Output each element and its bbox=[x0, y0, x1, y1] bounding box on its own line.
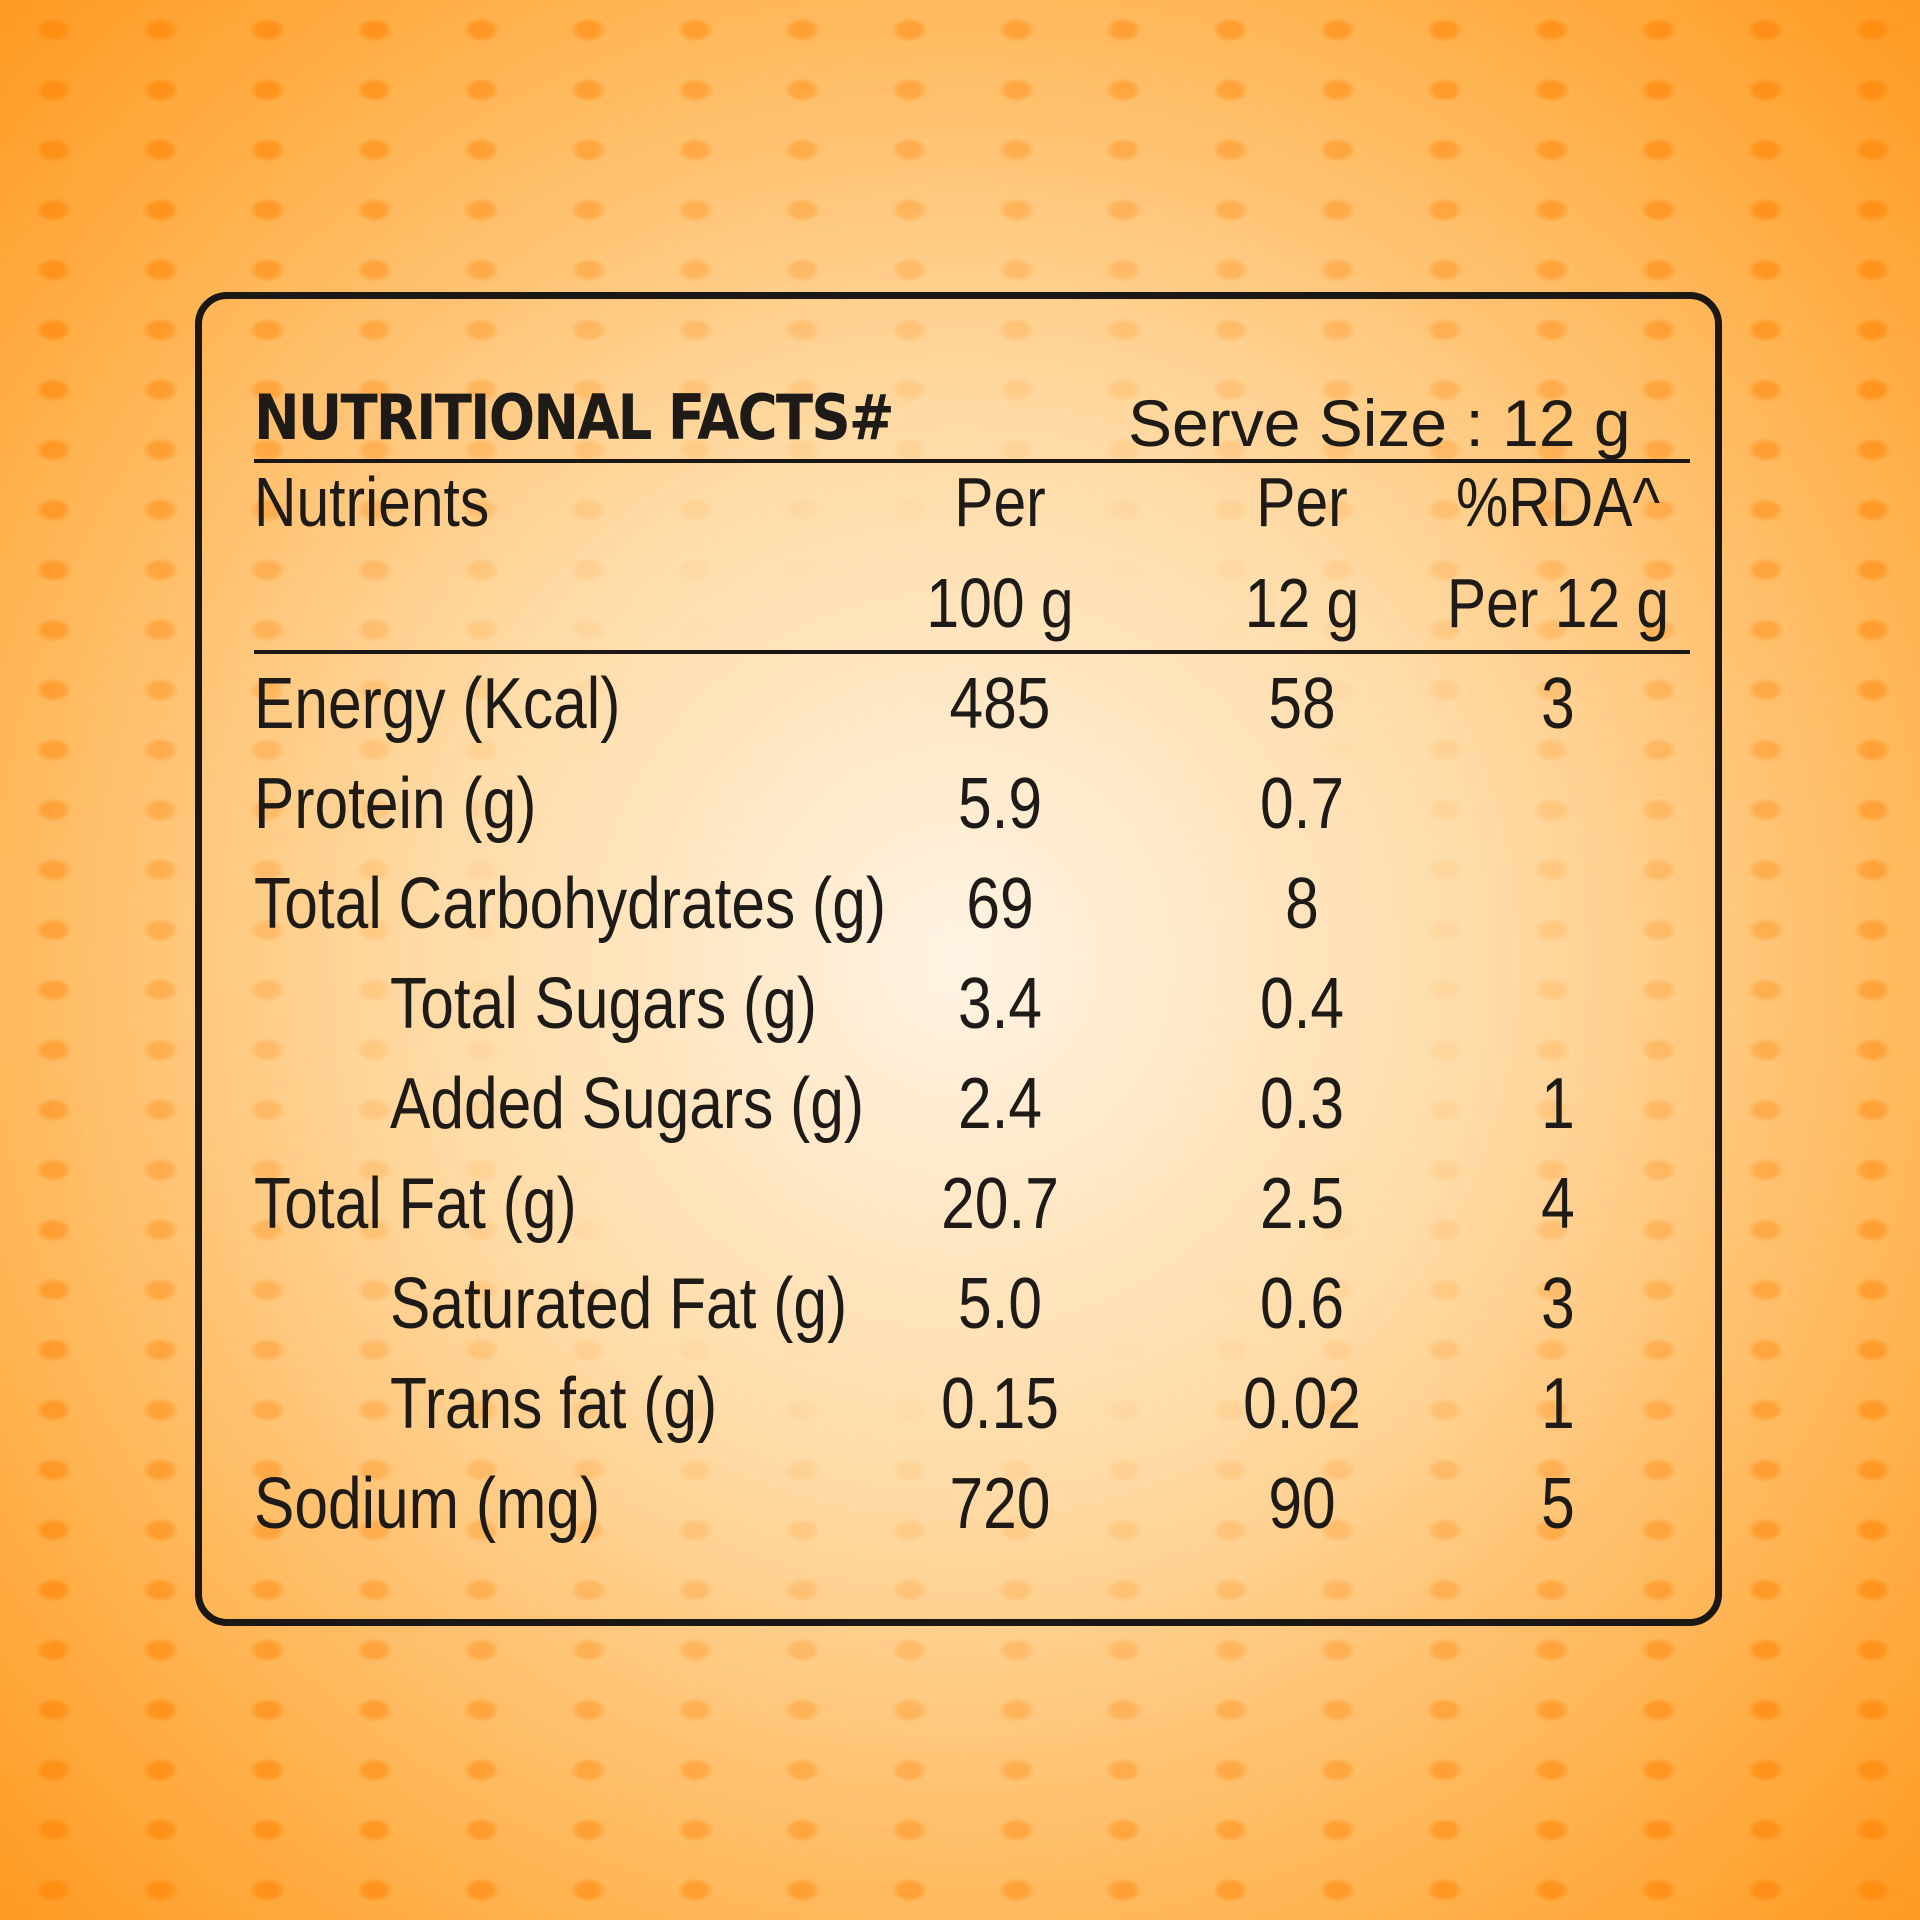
row-energy-per100: 485 bbox=[949, 664, 1051, 744]
nutrition-panel bbox=[195, 292, 1722, 1626]
row-added-sugars-per100: 2.4 bbox=[957, 1064, 1043, 1144]
header-rule-bottom bbox=[254, 650, 1690, 654]
serve-size: Serve Size : 12 g bbox=[1128, 386, 1631, 460]
rda-header-line2: Per 12 g bbox=[1446, 564, 1670, 642]
row-total-fat-per12: 2.5 bbox=[1259, 1164, 1345, 1244]
row-energy-name: Energy (Kcal) bbox=[254, 664, 621, 744]
row-sodium-name: Sodium (mg) bbox=[254, 1464, 601, 1544]
row-saturated-fat-name: Saturated Fat (g) bbox=[390, 1264, 848, 1344]
per12-header-line2: 12 g bbox=[1244, 564, 1360, 642]
row-total-fat-rda: 4 bbox=[1541, 1164, 1575, 1244]
panel-title: NUTRITIONAL FACTS# bbox=[254, 381, 895, 454]
row-saturated-fat-per100: 5.0 bbox=[957, 1264, 1043, 1344]
row-total-fat-per100: 20.7 bbox=[941, 1164, 1059, 1244]
row-trans-fat-name: Trans fat (g) bbox=[390, 1364, 718, 1444]
row-carbohydrates-per100: 69 bbox=[966, 864, 1034, 944]
row-energy-rda: 3 bbox=[1541, 664, 1575, 744]
row-protein-per12: 0.7 bbox=[1259, 764, 1345, 844]
per100-header-line2: 100 g bbox=[926, 564, 1074, 642]
row-added-sugars-name: Added Sugars (g) bbox=[390, 1064, 865, 1144]
row-trans-fat-per12: 0.02 bbox=[1243, 1364, 1361, 1444]
row-total-sugars-name: Total Sugars (g) bbox=[390, 964, 817, 1044]
row-trans-fat-rda: 1 bbox=[1541, 1364, 1575, 1444]
row-carbohydrates-name: Total Carbohydrates (g) bbox=[254, 864, 886, 944]
row-energy-per12: 58 bbox=[1268, 664, 1336, 744]
row-saturated-fat-per12: 0.6 bbox=[1259, 1264, 1345, 1344]
row-total-sugars-per100: 3.4 bbox=[957, 964, 1043, 1044]
per100-header-line1: Per bbox=[954, 463, 1046, 541]
row-sodium-per100: 720 bbox=[949, 1464, 1051, 1544]
row-protein-per100: 5.9 bbox=[957, 764, 1043, 844]
rda-header-line1: %RDA^ bbox=[1455, 463, 1661, 541]
row-added-sugars-rda: 1 bbox=[1541, 1064, 1575, 1144]
row-protein-name: Protein (g) bbox=[254, 764, 537, 844]
header-rule-top bbox=[254, 459, 1690, 463]
row-total-sugars-per12: 0.4 bbox=[1259, 964, 1345, 1044]
per12-header-line1: Per bbox=[1256, 463, 1348, 541]
row-added-sugars-per12: 0.3 bbox=[1259, 1064, 1345, 1144]
row-sodium-rda: 5 bbox=[1541, 1464, 1575, 1544]
row-saturated-fat-rda: 3 bbox=[1541, 1264, 1575, 1344]
row-carbohydrates-per12: 8 bbox=[1285, 864, 1319, 944]
nutrients-column-header: Nutrients bbox=[254, 463, 490, 541]
row-trans-fat-per100: 0.15 bbox=[941, 1364, 1059, 1444]
row-sodium-per12: 90 bbox=[1268, 1464, 1336, 1544]
row-total-fat-name: Total Fat (g) bbox=[254, 1164, 577, 1244]
